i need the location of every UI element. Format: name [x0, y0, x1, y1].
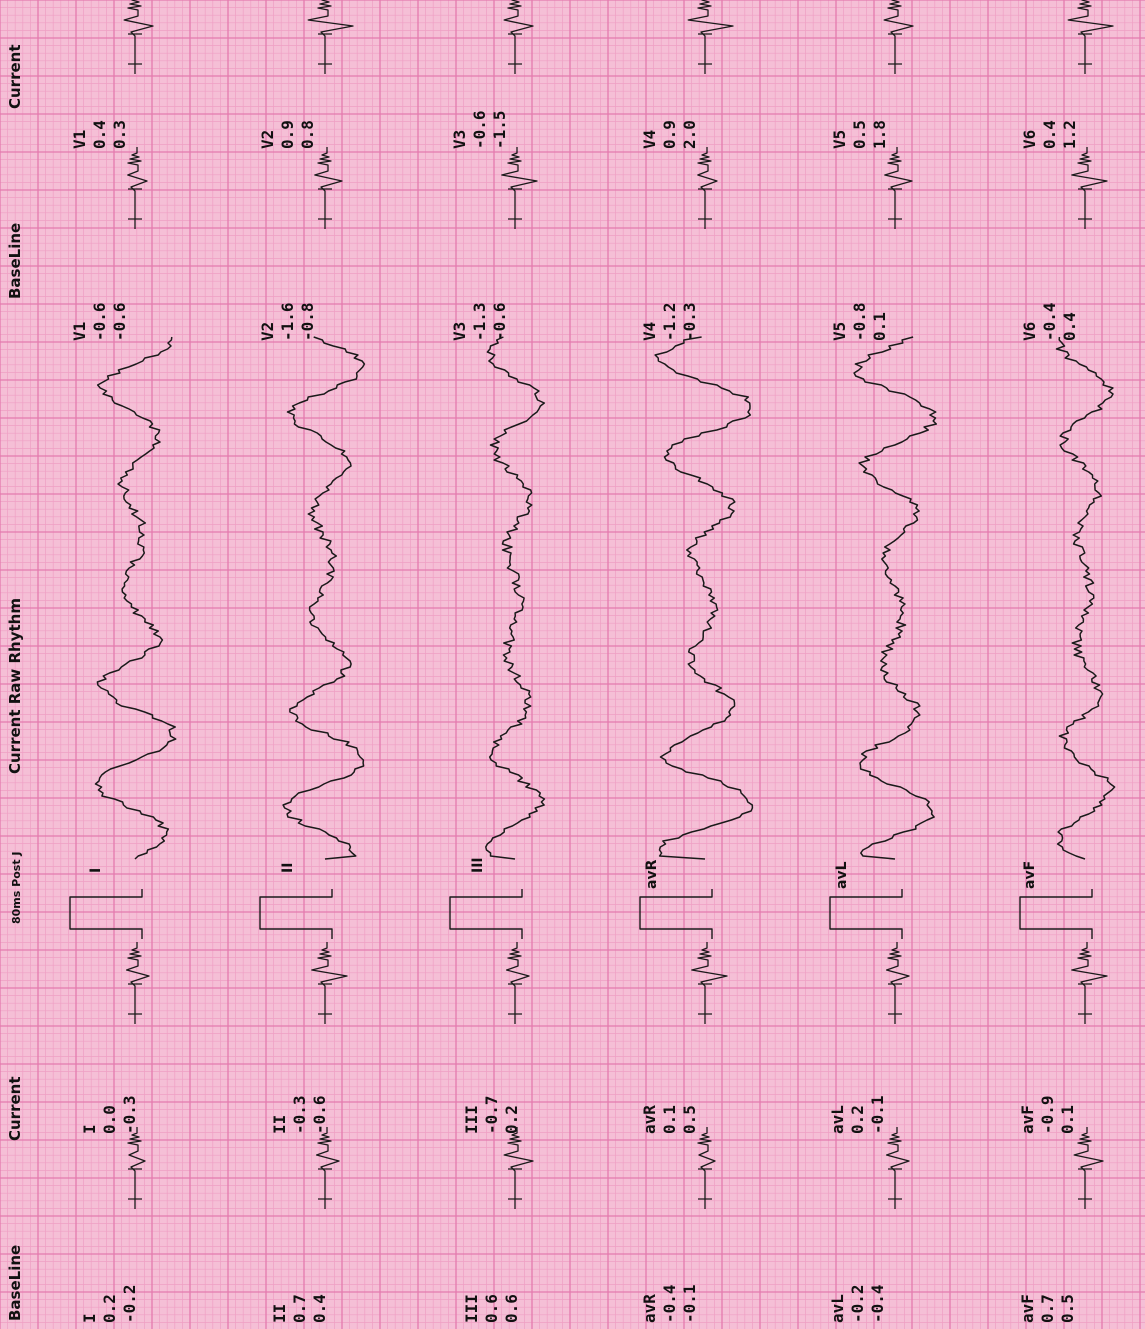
baseline-beat-i-markers: [128, 1168, 142, 1200]
current-beat-avl-markers: [888, 983, 902, 1015]
calibration-pulse-avr: [639, 889, 713, 939]
current-beat-v4-markers: [698, 33, 712, 65]
rhythm-strip-i: [94, 336, 177, 860]
baseline-beat-i: [127, 1127, 146, 1209]
current-beat-iii-markers: [508, 983, 522, 1015]
current-beat-v2-markers: [318, 33, 332, 65]
rhythm-strip-ii: [282, 336, 366, 860]
rhythm-strip-avr: [654, 336, 754, 860]
rhythm-strip-iii: [485, 336, 546, 860]
calibration-pulse-avl: [829, 889, 903, 939]
baseline-beat-v1: [127, 147, 148, 229]
current-beat-i-markers: [128, 983, 142, 1015]
baseline-beat-iii: [503, 1127, 534, 1209]
current-beat-avl: [885, 942, 910, 1024]
baseline-beat-v2: [314, 147, 343, 229]
baseline-beat-v5-markers: [888, 188, 902, 220]
baseline-beat-v6: [1071, 147, 1108, 229]
current-beat-v4: [687, 0, 734, 74]
baseline-beat-ii: [315, 1127, 340, 1209]
baseline-beat-avl-markers: [888, 1168, 902, 1200]
calibration-pulse-ii: [259, 889, 333, 939]
current-beat-avr-markers: [698, 983, 712, 1015]
baseline-beat-avl: [885, 1127, 910, 1209]
baseline-beat-v4: [697, 147, 718, 229]
baseline-beat-v3-markers: [508, 188, 522, 220]
current-beat-v6-markers: [1078, 33, 1092, 65]
current-beat-v1: [123, 0, 154, 74]
current-beat-v1-markers: [128, 33, 142, 65]
current-beat-v5-markers: [888, 33, 902, 65]
calibration-pulse-i: [69, 889, 143, 939]
baseline-beat-v2-markers: [318, 188, 332, 220]
current-beat-ii-markers: [318, 983, 332, 1015]
current-beat-v5: [883, 0, 914, 74]
current-beat-ii: [311, 942, 348, 1024]
baseline-beat-avf: [1073, 1127, 1104, 1209]
baseline-beat-v6-markers: [1078, 188, 1092, 220]
baseline-beat-v1-markers: [128, 188, 142, 220]
current-beat-v3-markers: [508, 33, 522, 65]
current-beat-iii: [505, 942, 530, 1024]
calibration-pulse-avf: [1019, 889, 1093, 939]
baseline-beat-v4-markers: [698, 188, 712, 220]
current-beat-avf: [1071, 942, 1108, 1024]
baseline-beat-avr: [697, 1127, 716, 1209]
baseline-beat-iii-markers: [508, 1168, 522, 1200]
current-beat-v6: [1067, 0, 1114, 74]
baseline-beat-avf-markers: [1078, 1168, 1092, 1200]
baseline-beat-ii-markers: [318, 1168, 332, 1200]
baseline-beat-v5: [884, 147, 913, 229]
baseline-beat-avr-markers: [698, 1168, 712, 1200]
baseline-beat-v3: [501, 147, 538, 229]
current-beat-v2: [307, 0, 354, 74]
rhythm-strip-avf: [1055, 336, 1116, 860]
current-beat-avr: [691, 942, 728, 1024]
current-beat-avf-markers: [1078, 983, 1092, 1015]
calibration-pulse-iii: [449, 889, 523, 939]
current-beat-i: [125, 942, 150, 1024]
current-beat-v3: [503, 0, 534, 74]
rhythm-strip-avl: [853, 336, 938, 860]
